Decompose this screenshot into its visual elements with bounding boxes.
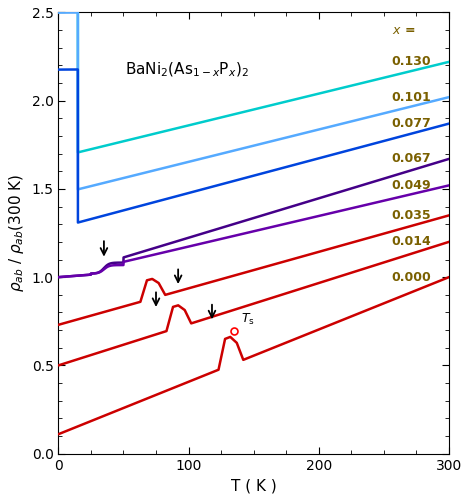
Text: BaNi$_2$(As$_{1-x}$P$_x$)$_2$: BaNi$_2$(As$_{1-x}$P$_x$)$_2$ bbox=[125, 60, 249, 79]
Text: 0.130: 0.130 bbox=[392, 56, 431, 68]
Text: 0.014: 0.014 bbox=[392, 236, 431, 248]
Text: 0.101: 0.101 bbox=[392, 90, 431, 104]
Text: 0.077: 0.077 bbox=[392, 117, 431, 130]
Text: $x$ =: $x$ = bbox=[392, 24, 415, 36]
X-axis label: T ( K ): T ( K ) bbox=[231, 478, 277, 493]
Text: $T_\mathrm{s}$: $T_\mathrm{s}$ bbox=[241, 312, 255, 326]
Y-axis label: $\rho_{ab}$ / $\rho_{ab}$(300 K): $\rho_{ab}$ / $\rho_{ab}$(300 K) bbox=[7, 174, 26, 292]
Text: 0.067: 0.067 bbox=[392, 152, 431, 166]
Text: 0.049: 0.049 bbox=[392, 179, 431, 192]
Text: 0.035: 0.035 bbox=[392, 209, 431, 222]
Text: 0.000: 0.000 bbox=[392, 270, 431, 283]
